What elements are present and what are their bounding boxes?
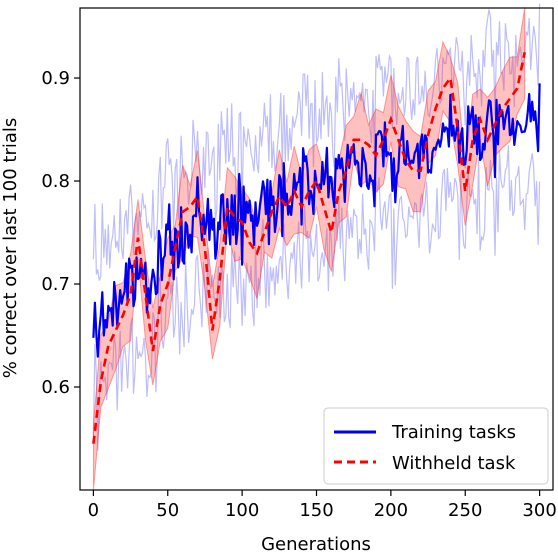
y-tick-label: 0.8: [41, 171, 70, 192]
withheld-point: [412, 170, 414, 172]
x-tick-label: 50: [156, 500, 179, 521]
withheld-point: [122, 314, 124, 316]
withheld-point: [152, 350, 154, 352]
withheld-point: [107, 345, 109, 347]
withheld-point: [352, 139, 354, 141]
withheld-point: [174, 247, 176, 249]
x-tick-label: 0: [88, 500, 99, 521]
withheld-point: [129, 293, 131, 295]
withheld-point: [241, 221, 243, 223]
x-tick-label: 100: [225, 500, 259, 521]
withheld-point: [434, 108, 436, 110]
withheld-point: [271, 211, 273, 213]
legend-box: [323, 407, 549, 485]
withheld-point: [442, 87, 444, 89]
training-band-upper: [92, 3, 541, 281]
withheld-point: [338, 190, 340, 192]
withheld-point: [479, 118, 481, 120]
withheld-point: [308, 190, 310, 192]
withheld-point: [114, 329, 116, 331]
withheld-point: [427, 133, 429, 135]
withheld-point: [405, 159, 407, 161]
withheld-task-line: [92, 52, 526, 444]
legend-label-training: Training tasks: [391, 422, 516, 443]
withheld-point: [300, 206, 302, 208]
withheld-point: [367, 144, 369, 146]
withheld-point: [397, 139, 399, 141]
training-band-lower: [92, 145, 541, 451]
withheld-point: [419, 170, 421, 172]
withheld-point: [100, 381, 102, 383]
withheld-point: [196, 195, 198, 197]
y-tick-label: 0.7: [41, 274, 70, 295]
withheld-point: [501, 108, 503, 110]
withheld-point: [360, 139, 362, 141]
withheld-point: [293, 190, 295, 192]
withheld-point: [524, 51, 526, 53]
withheld-point: [345, 170, 347, 172]
withheld-point: [375, 154, 377, 156]
withheld-point: [211, 329, 213, 331]
withheld-point: [248, 242, 250, 244]
withheld-point: [256, 252, 258, 254]
withheld-point: [449, 77, 451, 79]
withheld-point: [471, 139, 473, 141]
withheld-point: [159, 303, 161, 305]
withheld-point: [486, 139, 488, 141]
x-axis-label: Generations: [261, 534, 371, 552]
withheld-point: [509, 97, 511, 99]
y-axis-label: % correct over last 100 trials: [0, 118, 21, 379]
legend-label-withheld: Withheld task: [392, 453, 516, 474]
withheld-point: [315, 180, 317, 182]
y-axis-ticks: 0.6 0.7 0.8 0.9: [41, 68, 80, 398]
withheld-point: [144, 293, 146, 295]
withheld-point: [92, 442, 94, 444]
withheld-point: [219, 278, 221, 280]
training-tasks-line: [92, 83, 541, 358]
withheld-point: [263, 231, 265, 233]
withheld-point: [189, 206, 191, 208]
x-tick-label: 150: [299, 500, 333, 521]
x-tick-label: 250: [448, 500, 482, 521]
withheld-point: [390, 118, 392, 120]
withheld-point: [464, 190, 466, 192]
withheld-point: [137, 236, 139, 238]
x-tick-label: 200: [374, 500, 408, 521]
withheld-point: [330, 231, 332, 233]
withheld-point: [278, 195, 280, 197]
withheld-point: [323, 206, 325, 208]
withheld-point: [181, 211, 183, 213]
withheld-point: [516, 87, 518, 89]
legend: Training tasks Withheld task: [323, 407, 549, 485]
withheld-point: [494, 123, 496, 125]
withheld-point: [382, 139, 384, 141]
withheld-point: [204, 247, 206, 249]
withheld-point: [226, 206, 228, 208]
y-tick-label: 0.9: [41, 68, 70, 89]
withheld-point: [457, 128, 459, 130]
withheld-point: [286, 206, 288, 208]
withheld-point: [233, 216, 235, 218]
withheld-point: [167, 283, 169, 285]
plot-area: [92, 3, 541, 491]
y-tick-label: 0.6: [41, 377, 70, 398]
x-axis-ticks: 0 50 100 150 200 250 300: [88, 490, 557, 521]
x-tick-label: 300: [522, 500, 556, 521]
